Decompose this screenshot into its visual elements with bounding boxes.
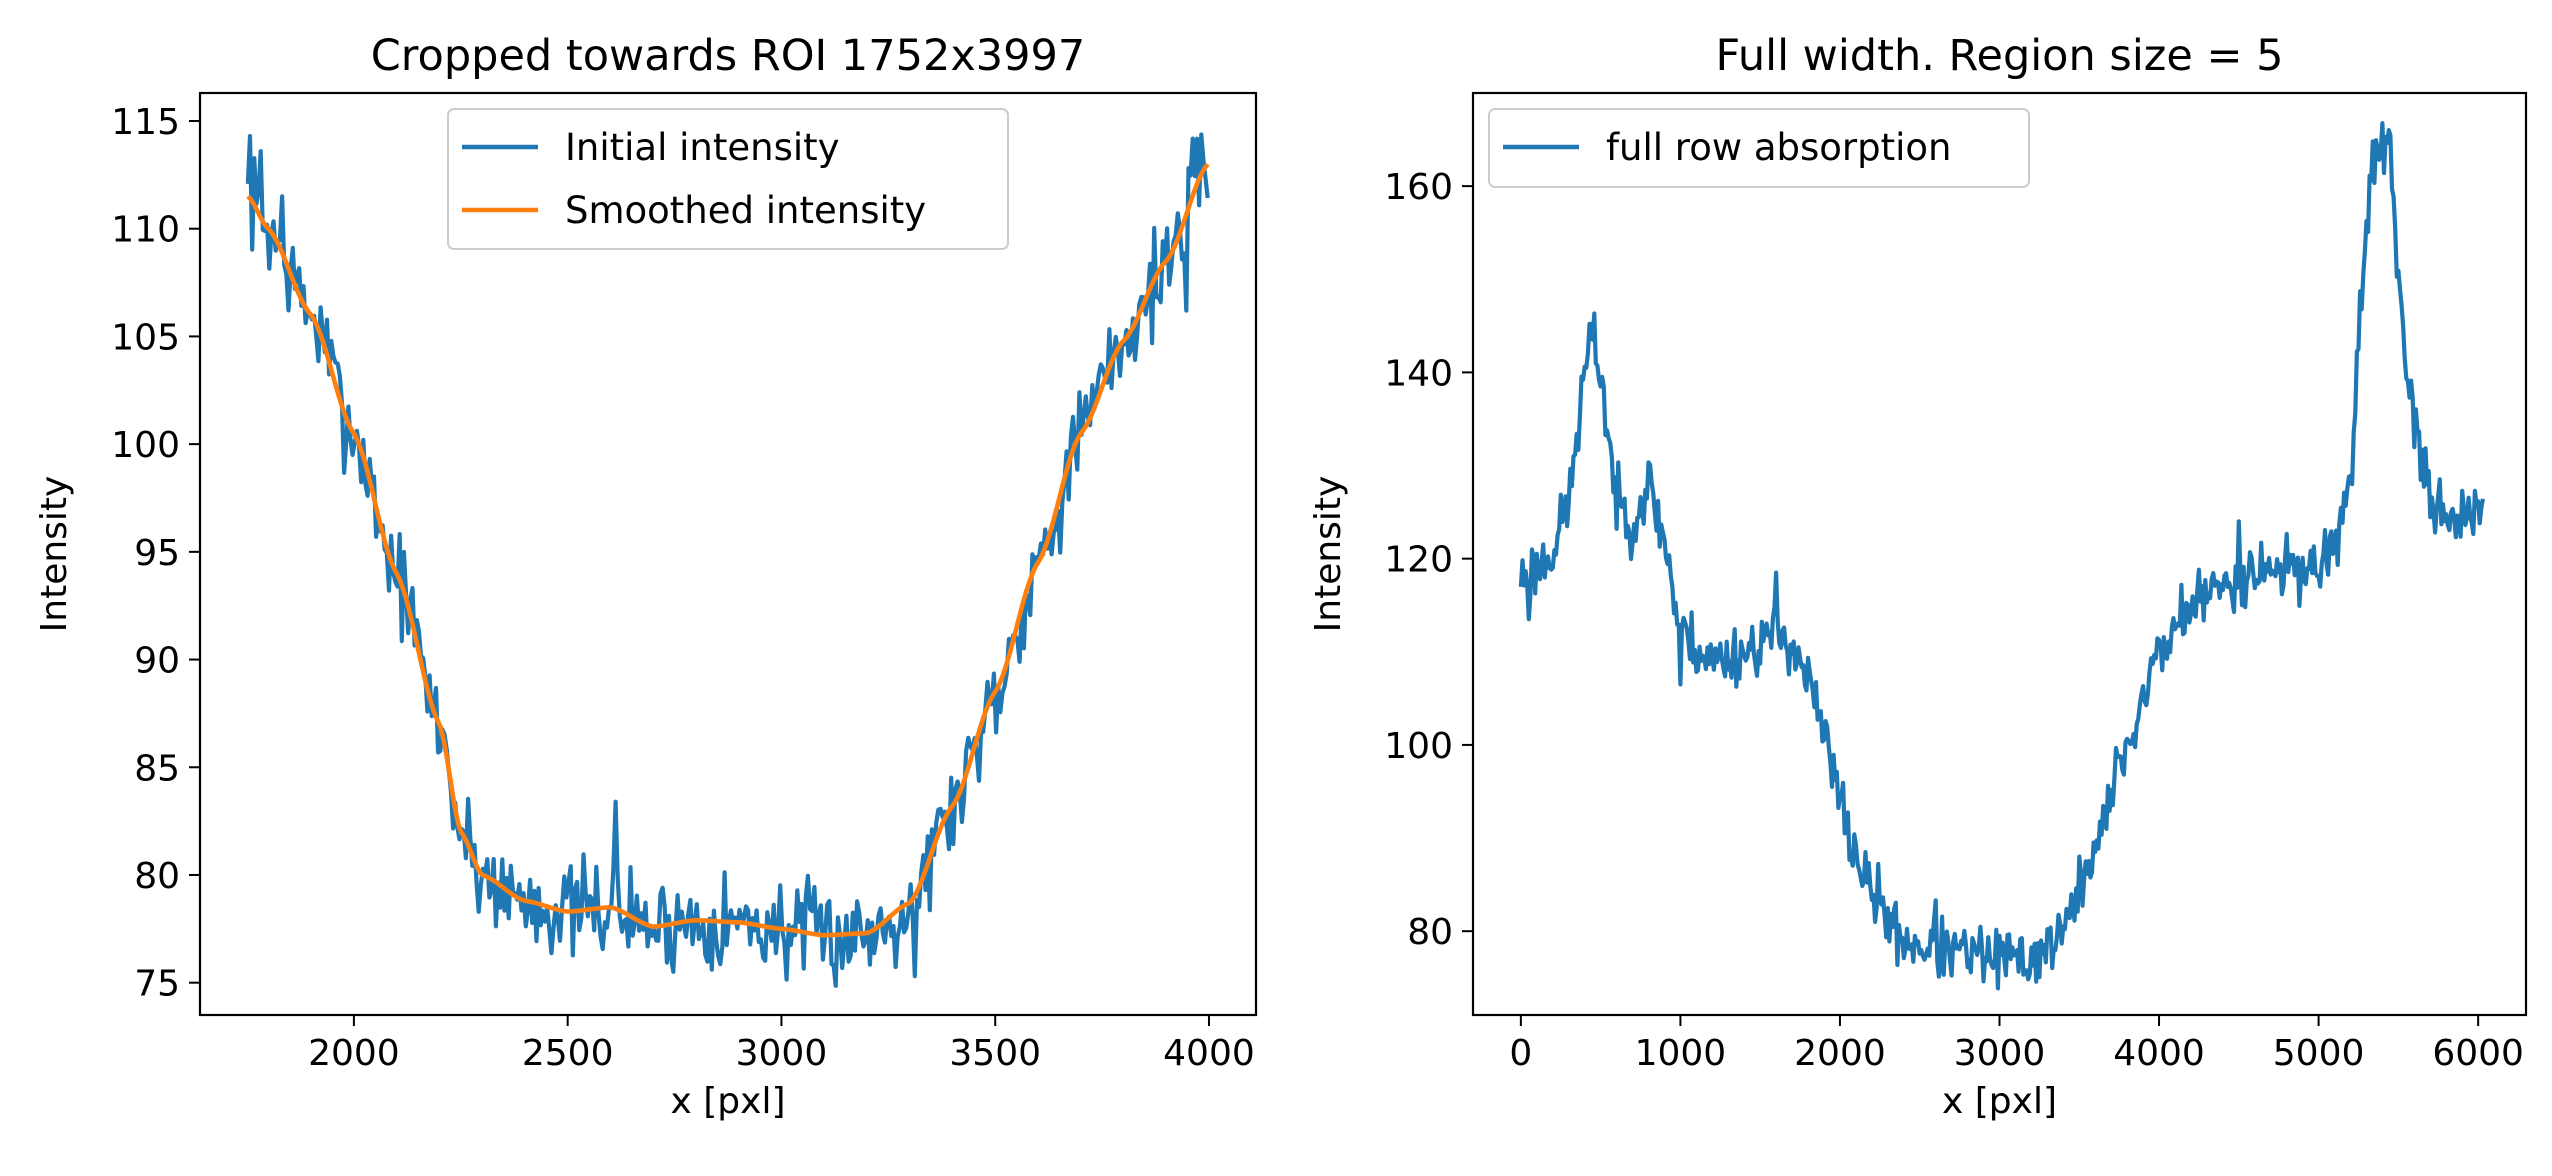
x-tick-label: 1000: [1635, 1033, 1727, 1074]
x-tick-label: 2000: [1794, 1033, 1886, 1074]
y-tick-label: 80: [134, 856, 180, 897]
right-chart-title: Full width. Region size = 5: [1715, 31, 2283, 81]
y-tick-label: 75: [134, 964, 180, 1005]
y-tick-label: 90: [134, 641, 180, 682]
left-plot-frame: [198, 91, 1258, 1017]
legend-label-full-row-absorption: full row absorption: [1606, 126, 1952, 169]
y-tick-label: 105: [111, 317, 180, 358]
x-tick-label: 2500: [522, 1033, 614, 1074]
y-tick-label: 95: [134, 533, 180, 574]
x-tick-label: 5000: [2273, 1033, 2365, 1074]
right-x-axis-label: x [pxl]: [1942, 1081, 2057, 1122]
right-legend: full row absorption: [1488, 108, 2030, 188]
right-legend-box: [1488, 108, 2030, 188]
left-ticks-layer: 2000 2500 3000 3500 4000 75 80 85 90 95 100 105 110 1…: [111, 102, 1255, 1074]
series-line-full-row-absorption: [1518, 121, 2485, 991]
x-tick-label: 3000: [1954, 1033, 2046, 1074]
y-tick-label: 160: [1384, 167, 1453, 208]
right-chart-panel: Full width. Region size = 5 0 1000 2000 300…: [1308, 31, 2528, 1122]
y-tick-label: 85: [134, 748, 180, 789]
legend-label-initial-intensity: Initial intensity: [565, 126, 840, 169]
right-ticks-layer: 0 1000 2000 3000 4000 5000 6000 80 100 120 140 160: [1384, 167, 2524, 1074]
y-tick-label: 110: [111, 210, 180, 251]
legend-label-smoothed-intensity: Smoothed intensity: [565, 189, 926, 232]
y-tick-label: 115: [111, 102, 180, 143]
x-tick-label: 6000: [2432, 1033, 2524, 1074]
left-chart-title: Cropped towards ROI 1752x3997: [371, 31, 1085, 81]
x-tick-label: 3500: [949, 1033, 1041, 1074]
left-y-axis-label: Intensity: [34, 476, 75, 633]
left-series-layer: [245, 132, 1210, 988]
left-x-axis-label: x [pxl]: [671, 1081, 786, 1122]
left-legend-box: [447, 108, 1009, 250]
left-chart-panel: Cropped towards ROI 1752x3997 2000 2500 30…: [34, 31, 1258, 1122]
right-y-axis-label: Intensity: [1308, 476, 1349, 633]
y-tick-label: 100: [1384, 726, 1453, 767]
y-tick-label: 100: [111, 425, 180, 466]
y-tick-label: 140: [1384, 353, 1453, 394]
series-line-smoothed-intensity: [246, 162, 1210, 938]
x-tick-label: 4000: [2113, 1033, 2205, 1074]
x-tick-label: 2000: [308, 1033, 400, 1074]
right-plot-frame: [1471, 91, 2528, 1017]
y-tick-label: 120: [1384, 540, 1453, 581]
x-tick-label: 4000: [1163, 1033, 1255, 1074]
right-series-layer: [1518, 121, 2485, 991]
x-tick-label: 3000: [736, 1033, 828, 1074]
x-tick-label: 0: [1509, 1033, 1532, 1074]
left-legend: Initial intensity Smoothed intensity: [447, 108, 1009, 250]
y-tick-label: 80: [1407, 912, 1453, 953]
